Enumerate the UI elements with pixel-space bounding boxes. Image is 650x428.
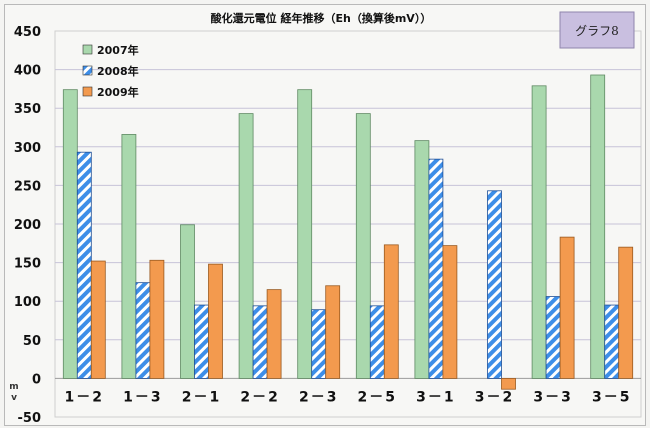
bar-2009-6: [442, 245, 458, 379]
bar-2009-5: [383, 244, 399, 379]
bar-2007-8: [531, 85, 547, 379]
bar-2008-2: [194, 304, 209, 379]
bar-2008-6: [428, 158, 444, 379]
bar-2007-6: [414, 140, 430, 379]
graph-badge-label: グラフ8: [575, 24, 619, 38]
bar-2009-0: [90, 260, 106, 379]
legend-swatch-2007: [82, 44, 93, 55]
y-tick-label: 400: [14, 64, 41, 79]
bar-2007-5: [355, 113, 371, 379]
y-tick-label: 100: [14, 295, 41, 310]
y-axis-unit-m: m: [9, 382, 18, 392]
x-tick-label: 2－3: [299, 389, 338, 405]
y-tick-label: 0: [32, 372, 41, 387]
bar-2009-7: [501, 377, 516, 390]
bar-2008-3: [252, 305, 268, 379]
legend-label-2008: 2008年: [97, 64, 139, 78]
x-tick-label: 2－1: [182, 389, 221, 405]
chart-frame: 450 400 350 300 250 200 150 100 50 0 -50 1－2 1－3 2－1 2…: [4, 4, 646, 426]
bar-2008-0: [76, 151, 92, 379]
bar-2008-7: [487, 190, 502, 379]
bar-2007-4: [297, 89, 313, 379]
graph-badge: グラフ8: [559, 11, 635, 49]
y-tick-label: 300: [14, 141, 41, 156]
bar-2007-3: [238, 113, 254, 379]
y-axis-unit: m v: [9, 382, 18, 403]
y-tick-label: 50: [23, 334, 41, 349]
y-tick-label: 250: [14, 179, 41, 194]
bar-2009-2: [208, 263, 223, 379]
x-tick-label: 2－5: [358, 389, 397, 405]
bar-2008-9: [604, 304, 620, 379]
bar-2008-4: [311, 309, 327, 379]
x-tick-label: 3－2: [475, 389, 514, 405]
x-tick-label: 2－2: [240, 389, 279, 405]
legend-label-2009: 2009年: [97, 85, 139, 99]
bar-2009-9: [618, 246, 634, 379]
x-tick-label: 1－2: [65, 389, 104, 405]
bar-2009-8: [559, 236, 575, 379]
chart: 450 400 350 300 250 200 150 100 50 0 -50 1－2 1－3 2－1 2…: [9, 11, 642, 425]
bar-2007-2: [180, 224, 195, 379]
x-tick-label: 3－1: [416, 389, 455, 405]
y-axis-unit-v: v: [11, 393, 17, 403]
legend-swatch-2009: [82, 86, 93, 97]
bars: [62, 74, 634, 390]
bar-2008-1: [135, 282, 151, 379]
bar-2009-1: [149, 259, 165, 379]
bar-2007-9: [590, 74, 606, 379]
y-tick-label: 150: [14, 257, 41, 272]
legend-label-2007: 2007年: [97, 43, 139, 57]
bar-2008-8: [545, 296, 561, 379]
y-tick-label: 450: [14, 25, 41, 40]
y-tick-label: -50: [18, 411, 42, 425]
y-tick-label: 200: [14, 218, 41, 233]
bar-2009-4: [325, 285, 341, 379]
legend-swatch-2008: [82, 65, 93, 76]
chart-title: 酸化還元電位 経年推移（Eh（換算後mV））: [211, 11, 432, 25]
bar-2007-0: [62, 89, 78, 379]
y-tick-label: 350: [14, 102, 41, 117]
bar-2008-5: [369, 305, 385, 379]
legend: 2007年 2008年 2009年: [82, 43, 139, 99]
x-tick-label: 3－5: [592, 389, 631, 405]
x-tick-label: 3－3: [533, 389, 572, 405]
x-tick-label: 1－3: [123, 389, 162, 405]
bar-2007-1: [121, 134, 137, 379]
axes: 450 400 350 300 250 200 150 100 50 0 -50 1－2 1－3 2－1 2…: [14, 25, 631, 425]
bar-2009-3: [266, 289, 282, 379]
